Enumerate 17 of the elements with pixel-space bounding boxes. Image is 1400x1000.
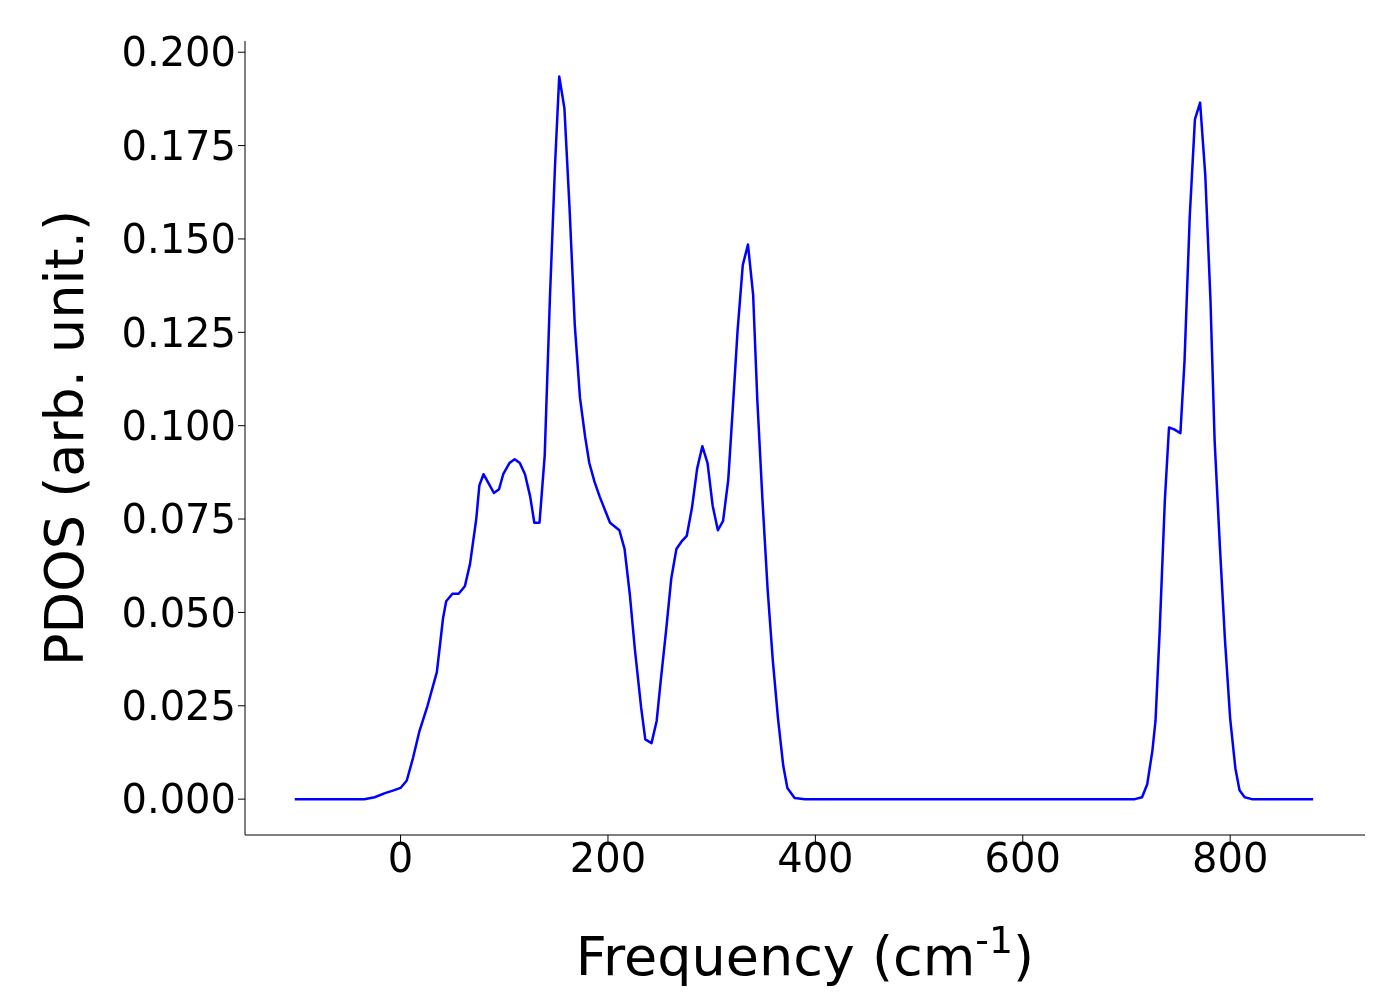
y-tick-label: 0.150 bbox=[121, 216, 236, 263]
line-series bbox=[293, 75, 1315, 801]
x-tick-label: 400 bbox=[777, 835, 854, 882]
x-tick-label: 0 bbox=[387, 835, 414, 882]
x-tick-label: 600 bbox=[984, 835, 1061, 882]
x-tick-label: 800 bbox=[1192, 835, 1269, 882]
y-tick-label: 0.050 bbox=[121, 589, 236, 636]
y-tick-label: 0.200 bbox=[121, 29, 236, 76]
y-tick-label: 0.075 bbox=[121, 496, 236, 543]
y-tick-label: 0.125 bbox=[121, 309, 236, 356]
x-tick-label: 200 bbox=[569, 835, 647, 882]
y-tick-label: 0.000 bbox=[121, 776, 236, 823]
x-axis-title: Frequency (cm$^{-1}$) bbox=[575, 918, 1035, 988]
y-tick-label: 0.100 bbox=[121, 402, 236, 449]
y-axis-title: PDOS (arb. unit.) bbox=[32, 210, 96, 666]
y-tick-label: 0.175 bbox=[121, 122, 236, 169]
y-tick-label: 0.025 bbox=[121, 682, 236, 729]
